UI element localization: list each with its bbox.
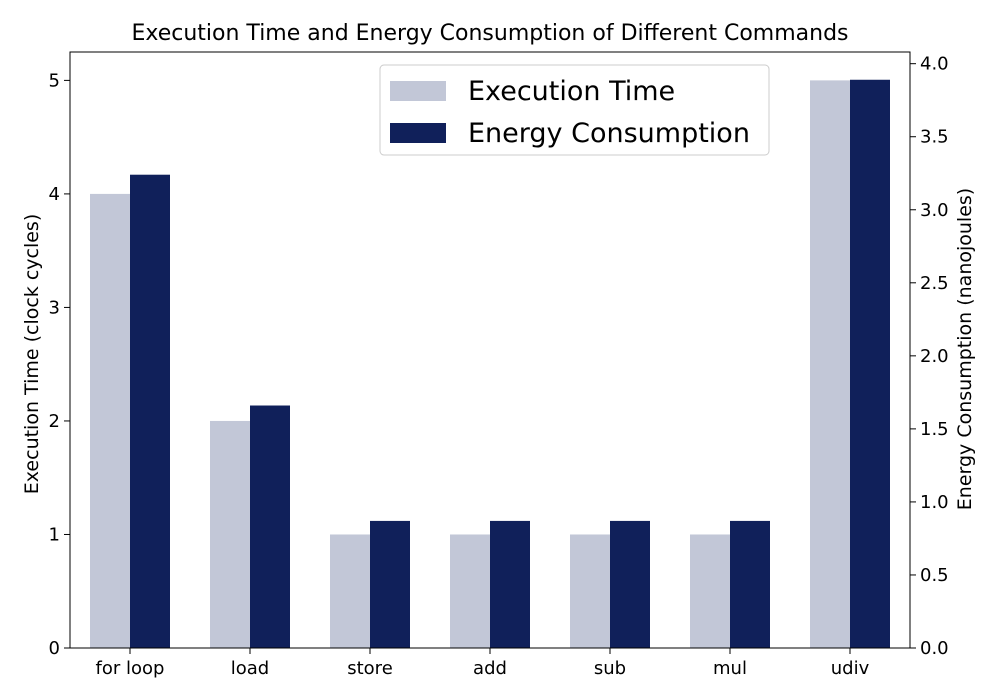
bar-energy-consumption [130, 174, 170, 649]
bar-execution-time [690, 534, 730, 648]
legend: Execution Time Energy Consumption [379, 64, 770, 156]
plot-area [69, 51, 911, 649]
x-tick-label: udiv [831, 658, 870, 679]
y-tick-label-right: 0.5 [920, 565, 949, 586]
y-tick-label-left: 5 [49, 70, 60, 91]
bar-execution-time [330, 534, 370, 648]
x-tick-label: sub [594, 658, 626, 679]
bar-execution-time [450, 534, 490, 648]
y-tick-label-right: 2.0 [920, 346, 949, 367]
y-tick-label-left: 1 [49, 524, 60, 545]
bar-execution-time [570, 534, 610, 648]
x-tick-label: add [473, 658, 507, 679]
bar-execution-time [90, 193, 130, 648]
bar-energy-consumption [610, 520, 650, 648]
y-tick-label-right: 2.5 [920, 273, 949, 294]
bar-execution-time [210, 420, 250, 648]
bar-energy-consumption [730, 520, 770, 648]
legend-box [379, 64, 770, 156]
x-axis: for loop load store add sub mul udiv [96, 648, 870, 679]
y-axis-label-right: Energy Consumption (nanojoules) [954, 188, 976, 510]
y-tick-label-right: 1.5 [920, 419, 949, 440]
y-tick-label-left: 4 [49, 184, 60, 205]
legend-swatch [390, 81, 446, 101]
y-tick-label-right: 3.5 [920, 127, 949, 148]
x-tick-label: store [347, 658, 393, 679]
bar-energy-consumption [250, 405, 290, 648]
y-tick-label-right: 4.0 [920, 54, 949, 75]
bar-energy-consumption [850, 79, 890, 649]
y-tick-label-left: 2 [49, 411, 60, 432]
bar-energy-consumption [490, 520, 530, 648]
y-tick-label-left: 3 [49, 297, 60, 318]
y-tick-label-right: 0.0 [920, 638, 949, 659]
y-tick-label-left: 0 [49, 638, 60, 659]
bar-execution-time [810, 80, 850, 648]
legend-swatch [390, 123, 446, 143]
y-tick-label-right: 1.0 [920, 492, 949, 513]
x-tick-label: load [231, 658, 269, 679]
right-axis: 0.0 0.5 1.0 1.5 2.0 2.5 3.0 3.5 4.0 [910, 54, 949, 659]
x-tick-label: for loop [96, 658, 165, 679]
chart-title: Execution Time and Energy Consumption of… [131, 21, 848, 46]
y-tick-label-right: 3.0 [920, 200, 949, 221]
bar-energy-consumption [370, 520, 410, 648]
left-axis: 0 1 2 3 4 5 [49, 70, 70, 659]
x-tick-label: mul [713, 658, 747, 679]
y-axis-label-left: Execution Time (clock cycles) [21, 214, 43, 494]
legend-label: Energy Consumption [468, 118, 750, 149]
legend-label: Execution Time [468, 76, 675, 107]
